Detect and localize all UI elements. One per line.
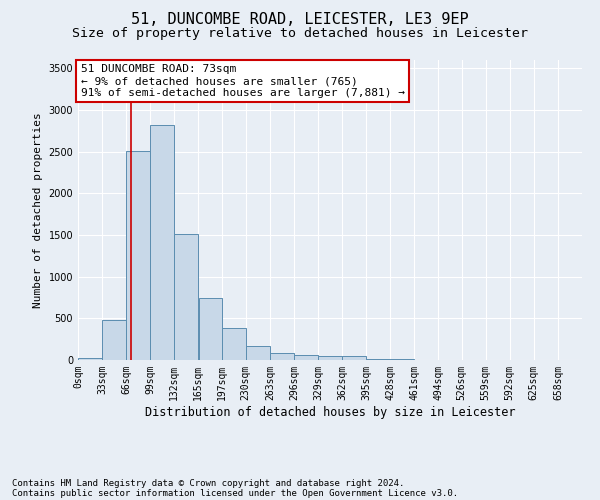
Text: Contains public sector information licensed under the Open Government Licence v3: Contains public sector information licen…: [12, 488, 458, 498]
Text: 51, DUNCOMBE ROAD, LEICESTER, LE3 9EP: 51, DUNCOMBE ROAD, LEICESTER, LE3 9EP: [131, 12, 469, 28]
Text: Size of property relative to detached houses in Leicester: Size of property relative to detached ho…: [72, 28, 528, 40]
Y-axis label: Number of detached properties: Number of detached properties: [33, 112, 43, 308]
Text: 51 DUNCOMBE ROAD: 73sqm
← 9% of detached houses are smaller (765)
91% of semi-de: 51 DUNCOMBE ROAD: 73sqm ← 9% of detached…: [80, 64, 404, 98]
Bar: [391, 359, 414, 360]
Bar: [102, 320, 126, 360]
Bar: [294, 356, 318, 360]
Bar: [127, 151, 150, 360]
Bar: [270, 354, 294, 360]
Bar: [175, 234, 198, 360]
Bar: [246, 346, 269, 360]
Bar: [151, 125, 174, 360]
Bar: [342, 356, 366, 360]
Bar: [318, 356, 342, 360]
Bar: [78, 358, 102, 360]
Bar: [199, 298, 222, 360]
Bar: [366, 359, 390, 360]
Bar: [222, 328, 245, 360]
Text: Contains HM Land Registry data © Crown copyright and database right 2024.: Contains HM Land Registry data © Crown c…: [12, 478, 404, 488]
X-axis label: Distribution of detached houses by size in Leicester: Distribution of detached houses by size …: [145, 406, 515, 418]
